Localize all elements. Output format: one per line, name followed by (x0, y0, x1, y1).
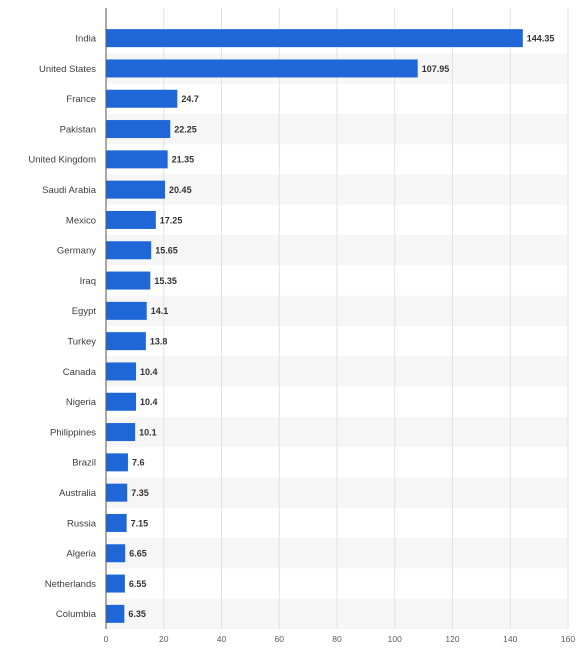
category-label: India (75, 33, 96, 44)
category-label: Canada (63, 367, 97, 378)
data-label: 7.35 (131, 488, 149, 498)
x-axis-ticks: 0 20 40 60 80 100 120 140 160 (104, 634, 576, 644)
x-tick-label: 40 (217, 634, 227, 644)
category-label: Brazil (72, 458, 96, 469)
bar (106, 483, 128, 502)
bar (106, 453, 128, 472)
data-label: 6.65 (129, 549, 147, 559)
bar (106, 210, 156, 229)
bars (106, 29, 523, 623)
category-label: Philippines (50, 427, 96, 438)
bar (106, 544, 126, 563)
data-label: 17.25 (160, 215, 183, 225)
data-label: 6.35 (128, 609, 146, 619)
data-label: 15.35 (154, 276, 177, 286)
x-tick-label: 80 (332, 634, 342, 644)
category-label: Netherlands (45, 579, 96, 590)
category-label: United States (39, 64, 96, 75)
x-tick-label: 140 (503, 634, 517, 644)
data-label: 10.4 (140, 397, 158, 407)
x-tick-label: 120 (445, 634, 459, 644)
x-tick-label: 20 (159, 634, 169, 644)
bar (106, 89, 178, 108)
bar (106, 241, 152, 260)
data-label: 144.35 (527, 33, 555, 43)
x-tick-label: 0 (104, 634, 109, 644)
gridlines (163, 8, 569, 629)
bar (106, 150, 168, 169)
bar (106, 604, 125, 623)
bar (106, 362, 137, 381)
x-tick-label: 100 (388, 634, 402, 644)
bar (106, 180, 166, 199)
data-label: 20.45 (169, 185, 192, 195)
category-label: Pakistan (60, 124, 96, 135)
data-label: 24.7 (181, 94, 199, 104)
category-label: Egypt (72, 306, 97, 317)
category-label: Turkey (67, 336, 96, 347)
data-label: 107.95 (422, 64, 450, 74)
data-label: 21.35 (172, 155, 195, 165)
category-label: France (66, 94, 96, 105)
data-label: 10.1 (139, 427, 157, 437)
bar (106, 271, 151, 290)
data-label: 6.55 (129, 579, 147, 589)
bar (106, 59, 418, 78)
category-label: Saudi Arabia (42, 185, 97, 196)
data-label: 22.25 (174, 124, 197, 134)
bar (106, 574, 125, 593)
category-label: Algeria (66, 549, 96, 560)
bar (106, 332, 146, 351)
category-labels: India United States France Pakistan United K… (28, 33, 96, 620)
bar (106, 392, 137, 411)
category-label: Iraq (80, 276, 96, 287)
bar (106, 120, 171, 139)
data-label: 15.65 (155, 246, 178, 256)
x-tick-label: 160 (561, 634, 575, 644)
bar (106, 513, 127, 532)
category-label: Nigeria (66, 397, 97, 408)
category-label: Mexico (66, 215, 96, 226)
bar (106, 301, 147, 320)
data-label: 13.8 (150, 336, 168, 346)
data-label: 10.4 (140, 367, 158, 377)
bar (106, 423, 136, 442)
x-tick-label: 60 (275, 634, 285, 644)
data-label: 7.15 (131, 518, 149, 528)
value-labels: 144.35 107.95 24.7 22.25 21.35 20.45 17.25 15.6… (128, 33, 554, 619)
data-label: 14.1 (151, 306, 169, 316)
bar (106, 29, 523, 48)
category-label: Columbia (56, 609, 97, 620)
category-label: Germany (57, 246, 96, 257)
category-label: Russia (67, 518, 97, 529)
category-label: Australia (59, 488, 97, 499)
data-label: 7.6 (132, 458, 145, 468)
category-label: United Kingdom (28, 155, 96, 166)
